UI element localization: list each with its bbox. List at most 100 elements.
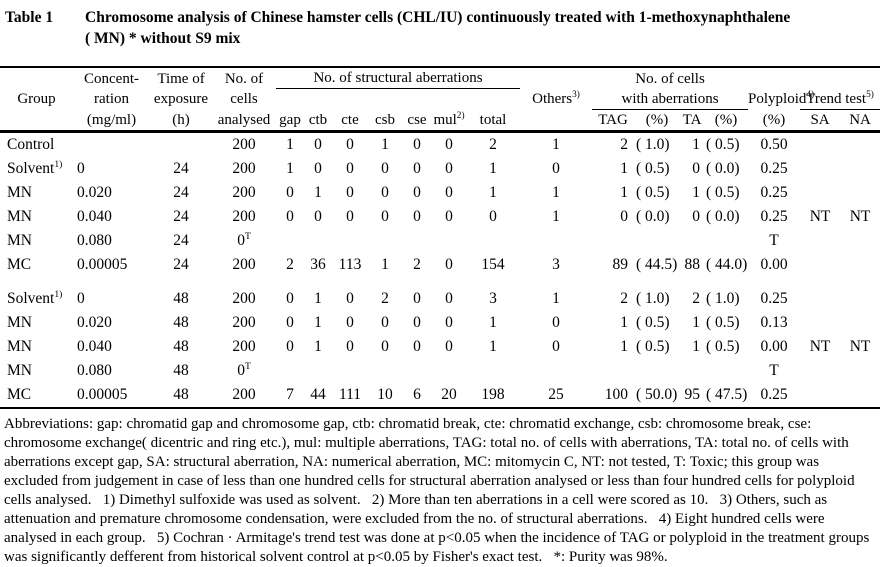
col-header-ctb: ctb bbox=[304, 109, 332, 133]
table-cell: 6 bbox=[402, 382, 432, 409]
table-cell: MN bbox=[7, 207, 32, 225]
col-header-polyploid: Polyploid4) bbox=[748, 90, 815, 107]
table-cell: 0 bbox=[413, 289, 421, 307]
table-cell: 0 bbox=[286, 183, 294, 201]
header-spacer bbox=[466, 89, 520, 110]
table-cell: 24 bbox=[173, 231, 189, 249]
table-cell: ( 0.5) bbox=[636, 337, 670, 355]
table-row: MN 0.020 48 200 0 1 0 0 0 0 1 0 1 ( 0.5) 1 ( 0.5) 0.13 bbox=[0, 311, 880, 335]
table-cell: 24 bbox=[173, 183, 189, 201]
table-cell bbox=[332, 359, 368, 383]
col-header-cells-2: cells bbox=[230, 91, 258, 107]
table-cell: 0.00 bbox=[760, 337, 788, 355]
col-header-time-2: exposure bbox=[153, 91, 209, 107]
col-header-others: Others3) bbox=[532, 90, 580, 107]
header-row-1: Concent- Time of No. of No. of structura… bbox=[0, 67, 880, 89]
table-cell bbox=[634, 359, 680, 383]
table-cell bbox=[276, 359, 304, 383]
table-cell: ( 1.0) bbox=[636, 289, 670, 307]
table-cell: 2 bbox=[413, 255, 421, 273]
table-cell: ( 0.5) bbox=[636, 183, 670, 201]
table-cell: Solvent1) bbox=[7, 158, 63, 177]
table-cell: ( 44.0) bbox=[706, 255, 748, 273]
table-cell: 0 bbox=[314, 135, 322, 153]
table-cell bbox=[304, 229, 332, 253]
table-cell: 1 bbox=[286, 159, 294, 177]
table-row: Solvent1) 0 24 200 1 0 0 0 0 0 1 0 1 ( 0.5) 0 ( 0.0) 0.2… bbox=[0, 157, 880, 181]
table-cell: 95 bbox=[680, 382, 705, 409]
table-cell bbox=[592, 229, 634, 253]
table-row: Control 200 1 0 0 1 0 0 2 1 2 ( 1.0) 1 ( 0.5) 0.50 bbox=[0, 131, 880, 157]
table-row: MC 0.00005 24 200 2 36 113 1 2 0 154 3 89 ( 44.5) 88 ( … bbox=[0, 253, 880, 277]
col-header-ta: TA bbox=[680, 109, 705, 133]
table-cell: 7 bbox=[276, 382, 304, 409]
table-cell: ( 0.5) bbox=[636, 313, 670, 331]
col-header-concentration-2: ration bbox=[94, 91, 129, 107]
table-cell: 200 bbox=[232, 337, 256, 355]
table-cell: ( 0.0) bbox=[706, 207, 740, 225]
table-cell: 0.00005 bbox=[73, 382, 150, 409]
table-cell: 1 bbox=[381, 255, 389, 273]
table-cell: 0.13 bbox=[760, 313, 788, 331]
table-cell: 24 bbox=[173, 207, 189, 225]
table-cell: 0 bbox=[445, 313, 453, 331]
table-cell: 0T bbox=[237, 230, 251, 249]
table-cell: 88 bbox=[684, 255, 701, 273]
table-cell bbox=[332, 229, 368, 253]
table-cell: 0.00005 bbox=[77, 255, 128, 273]
table-cell: 200 bbox=[232, 289, 256, 307]
table-cell bbox=[466, 229, 520, 253]
table-cell: 0.040 bbox=[77, 337, 112, 355]
table-cell: ( 0.0) bbox=[706, 159, 740, 177]
table-cell: 44 bbox=[304, 382, 332, 409]
table-cell: 1 bbox=[489, 337, 497, 355]
header-spacer bbox=[332, 89, 368, 110]
table-cell: 0.040 bbox=[77, 207, 112, 225]
header-spacer bbox=[520, 109, 593, 133]
table-cell: 1 bbox=[552, 135, 560, 153]
table-cell: MN bbox=[7, 361, 32, 379]
table-cell: 0 bbox=[445, 159, 453, 177]
table-cell: 2 bbox=[381, 289, 389, 307]
table-cell bbox=[704, 359, 748, 383]
table-cell bbox=[800, 181, 840, 205]
header-spacer bbox=[520, 67, 592, 89]
table-cell bbox=[368, 229, 402, 253]
table-cell: T bbox=[769, 231, 779, 249]
table-cell bbox=[840, 382, 880, 409]
table-cell bbox=[800, 287, 840, 311]
table-cell: 24 bbox=[173, 255, 189, 273]
table-cell: ( 1.0) bbox=[706, 289, 740, 307]
footnotes: Abbreviations: gap: chromatid gap and ch… bbox=[4, 415, 874, 565]
col-header-ta-percent: (%) bbox=[704, 109, 749, 133]
table-cell: 1 bbox=[692, 337, 701, 355]
table-cell: 0 bbox=[381, 313, 389, 331]
table-cell: 0 bbox=[489, 207, 497, 225]
table-cell: 0 bbox=[77, 289, 85, 307]
table-number: Table 1 bbox=[5, 9, 54, 26]
col-header-sa: SA bbox=[800, 109, 841, 133]
header-row-3: (mg/ml) (h) analysed gap ctb cte csb cse… bbox=[0, 109, 880, 133]
table-cell: 1 bbox=[489, 313, 497, 331]
table-cell: 0 bbox=[346, 159, 354, 177]
table-cell: ( 0.5) bbox=[706, 135, 740, 153]
table-cell: 0.020 bbox=[77, 313, 112, 331]
table-cell: 48 bbox=[173, 313, 189, 331]
table-cell: 0 bbox=[346, 135, 354, 153]
col-header-tag: TAG bbox=[592, 109, 635, 133]
table-cell: 1 bbox=[552, 207, 560, 225]
header-spacer bbox=[304, 89, 332, 110]
table-cell: 0 bbox=[381, 337, 389, 355]
table-cell: 48 bbox=[173, 289, 189, 307]
table-cell: T bbox=[769, 361, 779, 379]
table-cell bbox=[592, 359, 634, 383]
table-cell bbox=[840, 157, 880, 181]
table-cell: 1 bbox=[692, 183, 701, 201]
table-cell: 1 bbox=[620, 159, 629, 177]
table-cell: MN bbox=[7, 337, 32, 355]
table-cell: 0.25 bbox=[760, 289, 788, 307]
table-cell: 0 bbox=[552, 313, 560, 331]
table-cell: 0 bbox=[77, 159, 85, 177]
col-header-structural-aberrations: No. of structural aberrations bbox=[276, 67, 521, 89]
